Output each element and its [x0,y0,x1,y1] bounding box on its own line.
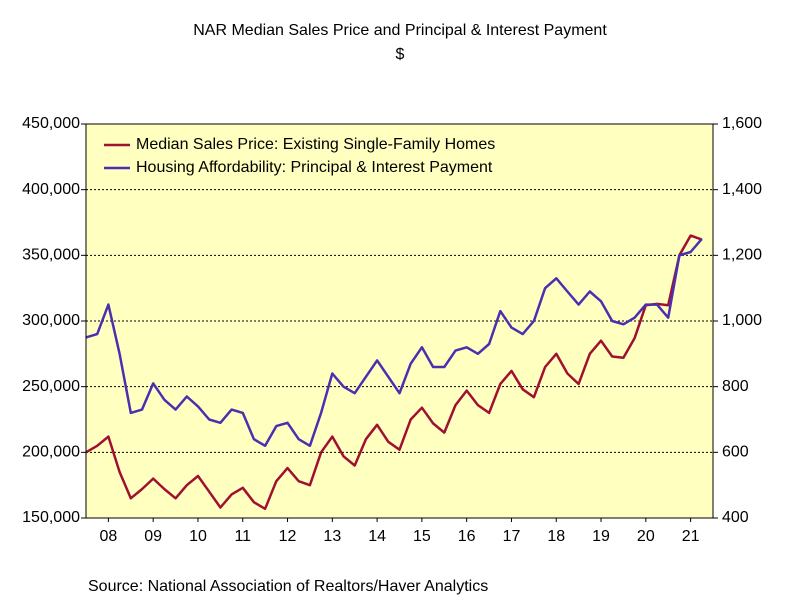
x-tick-label: 19 [592,528,610,545]
y2-tick-label: 1,600 [722,115,762,132]
y2-tick-label: 1,000 [722,312,762,329]
y-tick-label: 150,000 [22,509,80,526]
x-tick-label: 10 [189,528,207,545]
chart-title: NAR Median Sales Price and Principal & I… [193,22,607,39]
source-note: Source: National Association of Realtors… [88,578,488,595]
plot-frame [85,123,714,519]
series-line [85,234,703,511]
y-tick-label: 450,000 [22,115,80,132]
y2-tick-label: 1,400 [722,181,762,198]
y2-tick-label: 600 [722,444,749,461]
x-tick-label: 09 [144,528,162,545]
y2-tick-label: 400 [722,509,749,526]
series-line [85,238,703,448]
x-tick-label: 11 [234,528,251,545]
y2-tick-label: 1,200 [722,247,762,264]
y-tick-label: 200,000 [22,444,80,461]
legend-label: Housing Affordability: Principal & Inter… [136,159,493,176]
y-tick-label: 250,000 [22,378,80,395]
x-tick-label: 08 [99,528,117,545]
x-tick-label: 16 [458,528,476,545]
x-tick-label: 14 [368,528,386,545]
x-tick-label: 20 [637,528,655,545]
x-tick-label: 18 [547,528,565,545]
y-tick-label: 400,000 [22,181,80,198]
x-tick-label: 13 [323,528,341,545]
x-tick-label: 12 [279,528,297,545]
legend-label: Median Sales Price: Existing Single-Fami… [136,136,495,153]
y-tick-label: 300,000 [22,312,80,329]
x-tick-label: 15 [413,528,431,545]
x-tick-label: 21 [682,528,700,545]
y2-tick-label: 800 [722,378,749,395]
x-tick-label: 17 [503,528,521,545]
chart-subtitle: $ [396,46,405,63]
y-tick-label: 350,000 [22,247,80,264]
